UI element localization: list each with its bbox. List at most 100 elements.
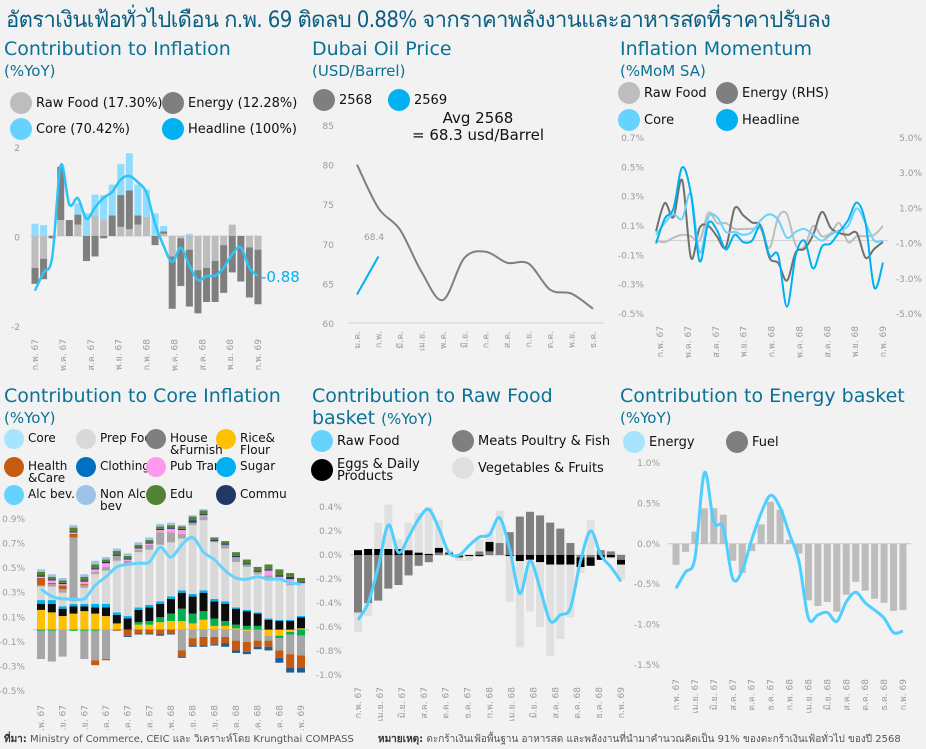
bar-segment [199, 645, 208, 647]
bar-segment [253, 566, 262, 571]
bar-segment [434, 547, 443, 553]
bar-core [31, 223, 39, 236]
bar-segment [242, 629, 251, 631]
bar-segment [424, 555, 433, 563]
x-tick-label: ก.พ. 69 [879, 326, 889, 358]
y-tick-label: -0.4% [316, 599, 343, 609]
bar-segment [188, 522, 197, 526]
bar-segment [586, 555, 595, 558]
bar-segment [37, 576, 45, 578]
bar-segment [47, 579, 56, 581]
bar-segment [102, 557, 110, 560]
legend-dot-icon [4, 485, 24, 505]
bar-segment [156, 526, 165, 529]
legend-core: Core [618, 109, 674, 131]
y-tick-label: 2 [14, 144, 20, 154]
bar-segment [221, 625, 230, 630]
bar-segment [232, 624, 240, 629]
bar-segment [58, 584, 67, 586]
bar-segment [414, 552, 423, 555]
x-tick-label: ก.พ. 68 [167, 705, 177, 730]
bar-segment [37, 609, 45, 630]
bar-energy [74, 214, 82, 225]
bar-segment [188, 593, 197, 597]
y-tick-label: 70 [323, 241, 335, 251]
y-tick-label: -0.5% [634, 580, 661, 590]
bar-segment [242, 609, 251, 612]
legend-dot-icon [618, 82, 640, 104]
bar-segment [221, 620, 230, 626]
bar-segment [188, 525, 197, 594]
x-tick-label: ส.ค. 68 [232, 705, 242, 730]
x-tick-label: มิ.ย. 67 [79, 705, 90, 730]
bar-segment [738, 543, 746, 573]
bar-segment [134, 609, 143, 623]
bar-raw-food [91, 215, 99, 236]
bar-segment [37, 571, 45, 576]
bar-segment [123, 560, 132, 565]
x-tick-label: พ.ค. 68 [170, 339, 180, 371]
bar-segment [264, 570, 273, 576]
y-tick-label: -1.0% [634, 621, 661, 631]
bar-segment [69, 533, 78, 538]
bar-energy [177, 238, 185, 287]
y2-tick-label: -1.0% [896, 240, 923, 250]
x-tick-label: เม.ย. 68 [804, 679, 814, 714]
bar-segment [91, 571, 100, 575]
bar-segment [414, 513, 423, 553]
y-tick-label: 80 [323, 162, 335, 172]
legend-dot-icon [452, 430, 474, 452]
bar-segment [123, 564, 132, 617]
bar-energy [185, 249, 193, 307]
bar-segment [586, 520, 595, 555]
bar-segment [434, 552, 443, 555]
bar-energy [48, 236, 56, 239]
legend-energy: Energy [623, 431, 695, 453]
bar-segment [286, 632, 295, 635]
legend-label: Pub Trans [170, 459, 228, 473]
bar-segment [414, 555, 423, 566]
x-tick-label: ธ.ค. 68 [880, 679, 890, 711]
bar-segment [167, 532, 175, 543]
bar-segment [123, 618, 132, 630]
bar-segment [286, 573, 295, 577]
legend-dot-icon [10, 92, 32, 114]
bar-segment [156, 622, 165, 630]
bar-segment [253, 574, 262, 613]
bar-segment [80, 611, 89, 630]
bar-segment [177, 620, 186, 630]
bar-segment [91, 603, 100, 608]
bar-segment [112, 550, 121, 555]
bar-segment [123, 553, 132, 556]
bar-segment [210, 539, 219, 542]
x-tick-label: พ.ค. 67 [59, 339, 69, 371]
bar-segment [102, 570, 110, 604]
bar-segment [167, 620, 175, 630]
bar-core [185, 233, 193, 236]
bar-segment [297, 581, 305, 583]
contribution-chart: 2 0 -2 -0.88 ก.พ. 67 พ.ค. 67 ส.ค. 67 พ.ย. 67 ก.พ… [11, 144, 300, 371]
legend-dot-icon [76, 485, 96, 505]
bar-segment [123, 635, 132, 637]
legend-item: Sugar [216, 457, 300, 477]
series-core [655, 192, 884, 254]
x-tick-label: เม.ย. 68 [507, 687, 517, 722]
bar-segment [286, 585, 295, 620]
bar-segment [691, 531, 699, 544]
bar-segment [374, 555, 383, 601]
bar-segment [242, 563, 251, 565]
bar-energy [91, 236, 99, 257]
bar-segment [672, 543, 680, 565]
y-tick-label: -0.3% [618, 281, 645, 291]
bar-segment [275, 657, 284, 663]
y-tick-label: -1.5% [634, 661, 661, 671]
bar-segment [156, 523, 165, 527]
legend-label: Rice& Flour [240, 431, 276, 457]
bar-segment [177, 533, 186, 539]
chart-subtitle: (%MoM SA) [620, 62, 706, 80]
x-tick-label: พ.ย. 67 [115, 339, 125, 370]
bar-segment [871, 543, 879, 599]
bar-segment [242, 564, 251, 567]
energy-chart: 1.0% 0.5% 0.0% -0.5% -1.0% -1.5% ก.พ. 67 เม.ย. … [634, 459, 911, 714]
y-tick-label: -0.3% [0, 662, 25, 672]
